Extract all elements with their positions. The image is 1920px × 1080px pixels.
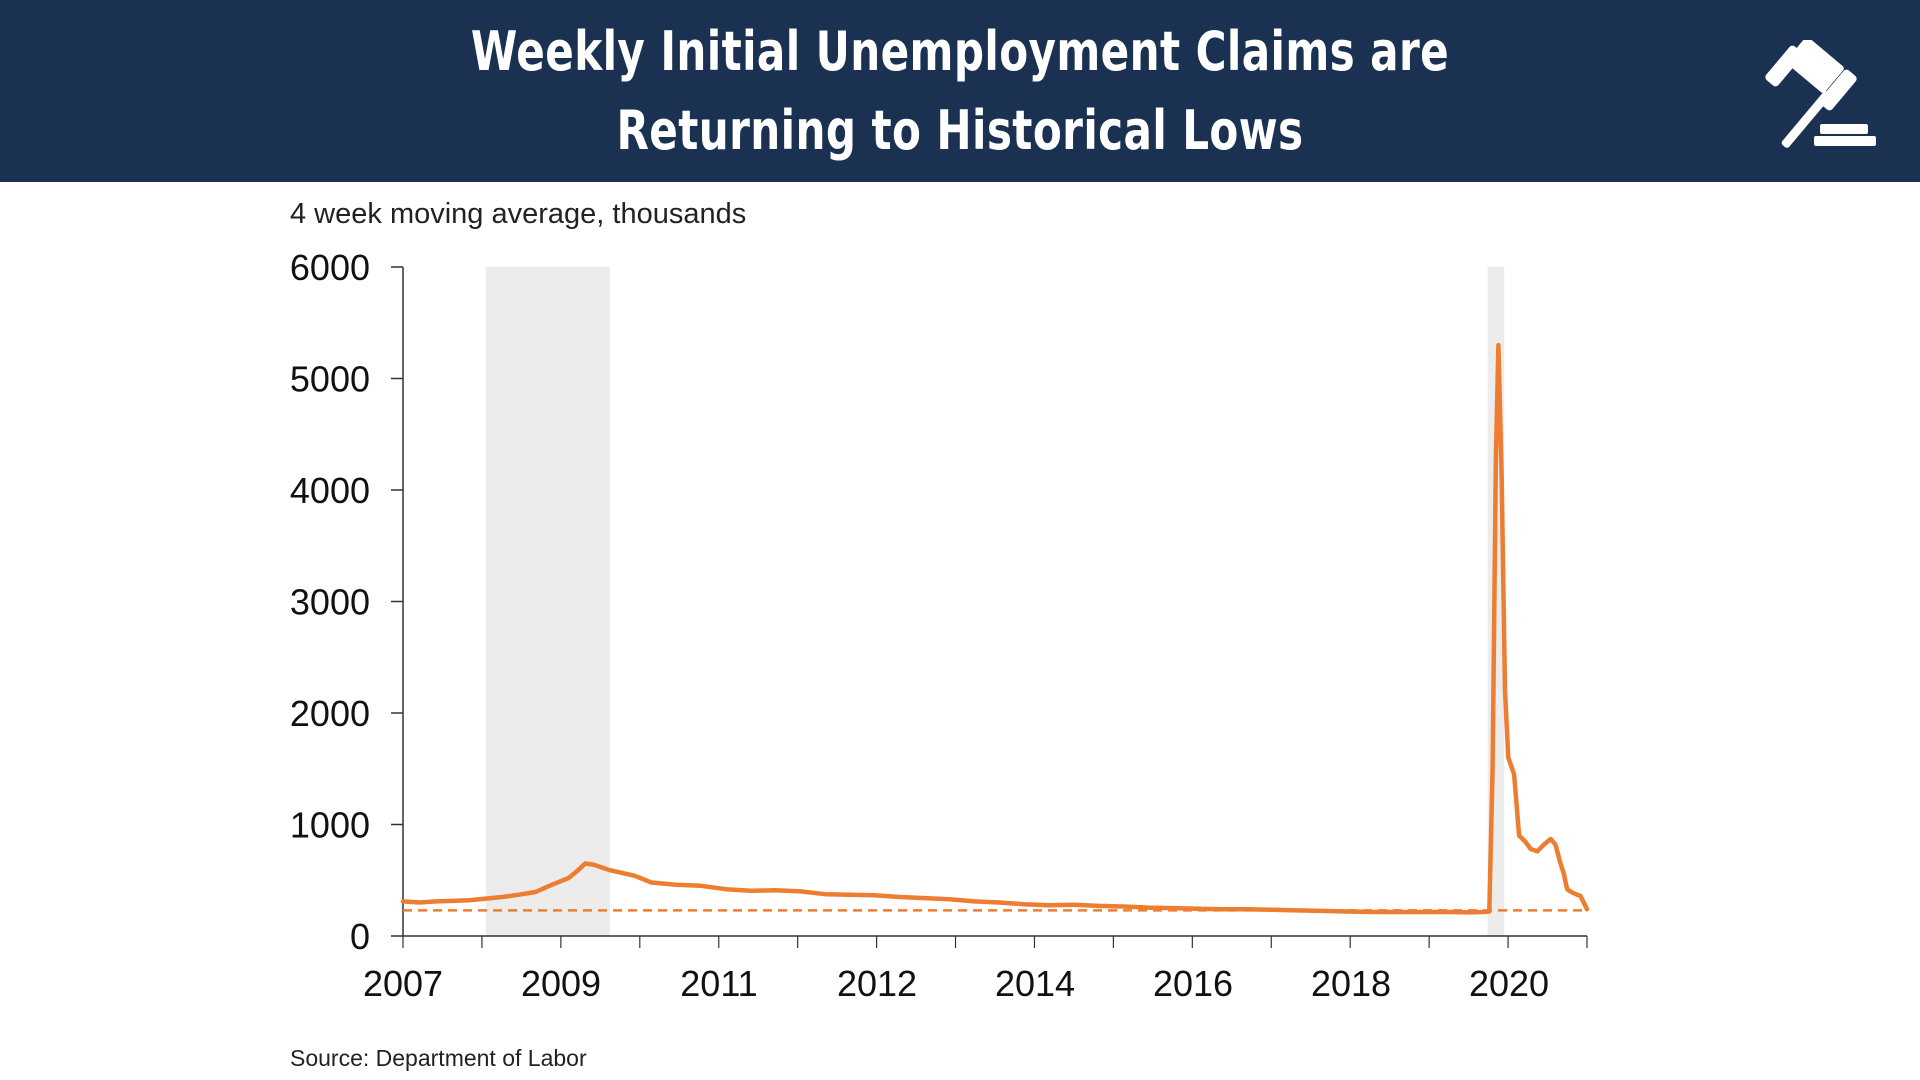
x-tick-label-2012: 2012 [837, 963, 917, 1004]
series-line-0 [400, 342, 1590, 915]
line-chart: 0 1000 2000 3000 4000 5000 6000 2007 2009 2011 201… [290, 247, 1590, 1004]
chart-title-line-2: Returning to Historical Lows [616, 99, 1304, 162]
x-tick-label-2020: 2020 [1469, 963, 1549, 1004]
x-tick-label-2009: 2009 [521, 963, 601, 1004]
x-tick-label-2007: 2007 [363, 963, 443, 1004]
x-tick-label-2011: 2011 [680, 963, 757, 1004]
gavel-icon [1765, 40, 1876, 148]
x-tick-label-2014: 2014 [995, 963, 1075, 1004]
y-tick-label-2000: 2000 [290, 693, 370, 734]
x-tick-label-2016: 2016 [1153, 963, 1233, 1004]
y-tick-label-0: 0 [350, 916, 370, 957]
source-note: Source: Department of Labor [290, 1045, 587, 1071]
recession-shading-0 [485, 267, 610, 936]
y-tick-label-4000: 4000 [290, 470, 370, 511]
y-tick-label-6000: 6000 [290, 247, 370, 288]
y-tick-label-3000: 3000 [290, 582, 370, 623]
chart-title-line-1: Weekly Initial Unemployment Claims are [470, 20, 1450, 83]
header-banner: Weekly Initial Unemployment Claims are R… [0, 0, 1920, 182]
y-tick-label-5000: 5000 [290, 359, 370, 400]
x-tick-label-2018: 2018 [1311, 963, 1391, 1004]
chart-subtitle: 4 week moving average, thousands [290, 198, 747, 230]
y-tick-label-1000: 1000 [290, 805, 370, 846]
